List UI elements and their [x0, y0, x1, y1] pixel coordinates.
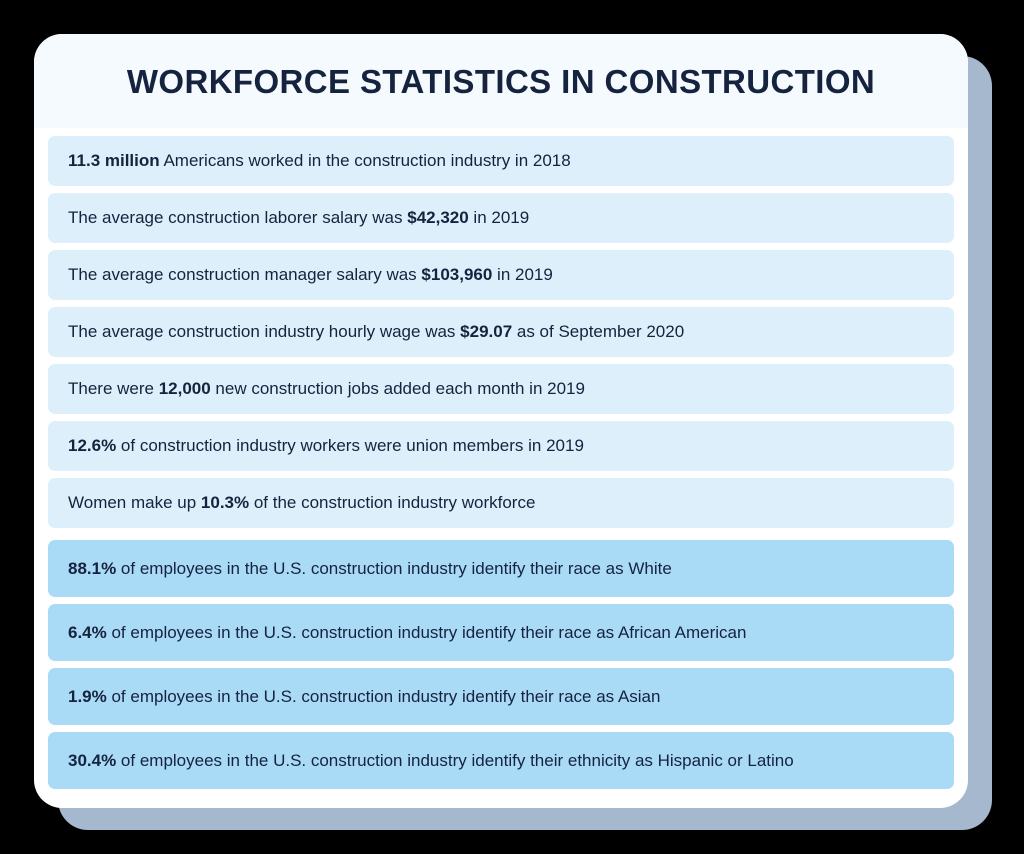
- stat-highlight-value: 1.9%: [68, 686, 107, 706]
- stat-highlight-value: 12,000: [158, 379, 211, 399]
- stat-text-prefix: The average construction industry hourly…: [68, 322, 461, 342]
- stat-text-prefix: The average construction laborer salary …: [68, 208, 408, 228]
- stat-text-suffix: of construction industry workers were un…: [116, 436, 584, 456]
- stat-text-suffix: of the construction industry workforce: [249, 493, 536, 513]
- card-header: WORKFORCE STATISTICS IN CONSTRUCTION: [34, 34, 968, 128]
- stat-text-suffix: of employees in the U.S. construction in…: [116, 558, 672, 578]
- stat-row: Women make up 10.3% of the construction …: [48, 478, 954, 528]
- stat-text-suffix: Americans worked in the construction ind…: [159, 151, 571, 171]
- stat-highlight-value: $29.07: [460, 322, 513, 342]
- stat-text-suffix: in 2019: [492, 265, 553, 285]
- stat-row-text: 88.1% of employees in the U.S. construct…: [68, 558, 672, 579]
- stat-row-text: The average construction laborer salary …: [68, 207, 529, 228]
- stat-highlight-value: 6.4%: [68, 622, 107, 642]
- stat-text-prefix: Women make up: [68, 493, 201, 513]
- stat-row: The average construction manager salary …: [48, 250, 954, 300]
- stat-row-text: There were 12,000 new construction jobs …: [68, 378, 585, 399]
- stat-highlight-value: 11.3 million: [68, 151, 160, 171]
- stat-row-text: 30.4% of employees in the U.S. construct…: [68, 750, 794, 771]
- stat-text-suffix: of employees in the U.S. construction in…: [106, 686, 661, 706]
- stat-row-text: 12.6% of construction industry workers w…: [68, 435, 584, 456]
- stat-highlight-value: 10.3%: [200, 493, 250, 513]
- stat-highlight-value: 88.1%: [68, 558, 117, 578]
- stat-row: 30.4% of employees in the U.S. construct…: [48, 732, 954, 789]
- stat-highlight-value: 30.4%: [68, 750, 117, 770]
- stat-row: The average construction industry hourly…: [48, 307, 954, 357]
- stat-text-suffix: of employees in the U.S. construction in…: [106, 622, 747, 642]
- stat-text-prefix: There were: [68, 379, 159, 399]
- page-title: WORKFORCE STATISTICS IN CONSTRUCTION: [126, 62, 876, 100]
- stat-row: There were 12,000 new construction jobs …: [48, 364, 954, 414]
- stat-row-text: 11.3 million Americans worked in the con…: [68, 150, 571, 171]
- stat-row: The average construction laborer salary …: [48, 193, 954, 243]
- stat-row: 88.1% of employees in the U.S. construct…: [48, 540, 954, 597]
- stat-row: 11.3 million Americans worked in the con…: [48, 136, 954, 186]
- stat-text-suffix: new construction jobs added each month i…: [210, 379, 585, 399]
- stat-highlight-value: 12.6%: [68, 436, 117, 456]
- statistics-list: 11.3 million Americans worked in the con…: [34, 128, 968, 808]
- stat-text-suffix: in 2019: [468, 208, 530, 228]
- stat-row-text: 1.9% of employees in the U.S. constructi…: [68, 686, 660, 707]
- statistics-card: WORKFORCE STATISTICS IN CONSTRUCTION 11.…: [34, 34, 968, 808]
- stat-row: 1.9% of employees in the U.S. constructi…: [48, 668, 954, 725]
- stat-row-text: 6.4% of employees in the U.S. constructi…: [68, 622, 746, 643]
- stat-row-text: Women make up 10.3% of the construction …: [68, 492, 535, 513]
- stat-highlight-value: $42,320: [407, 208, 469, 228]
- stat-text-suffix: as of September 2020: [512, 322, 685, 342]
- stat-row-text: The average construction industry hourly…: [68, 321, 684, 342]
- stat-text-prefix: The average construction manager salary …: [68, 265, 422, 285]
- stat-highlight-value: $103,960: [421, 265, 493, 285]
- stat-row: 12.6% of construction industry workers w…: [48, 421, 954, 471]
- stat-text-suffix: of employees in the U.S. construction in…: [116, 750, 794, 770]
- stat-row: 6.4% of employees in the U.S. constructi…: [48, 604, 954, 661]
- stat-row-text: The average construction manager salary …: [68, 264, 553, 285]
